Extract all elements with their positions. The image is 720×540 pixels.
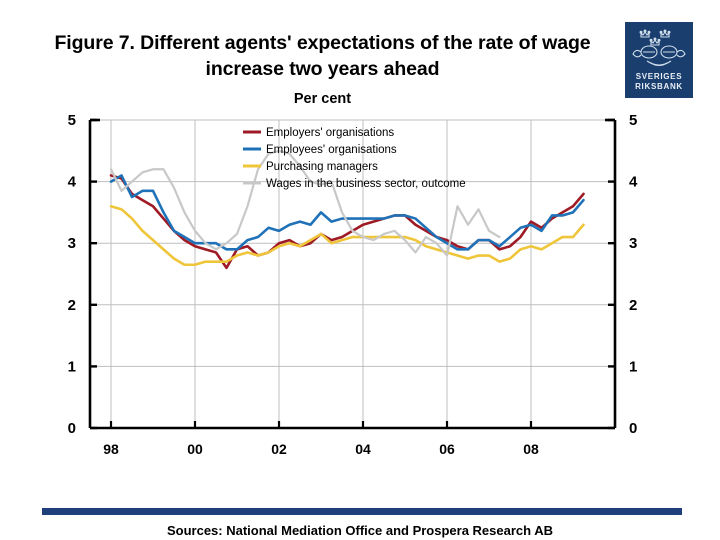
xtick-label: 06 [439, 441, 455, 457]
logo-line-1: SVERIGES [635, 72, 683, 81]
ytick-label-left: 4 [68, 174, 77, 191]
axis-layer [88, 118, 617, 430]
legend-label-1: Employees' organisations [266, 144, 397, 156]
logo-line-2: RIKSBANK [635, 82, 683, 91]
legend-label-2: Purchasing managers [266, 161, 378, 173]
ytick-label-left: 0 [68, 420, 76, 437]
page-title: Figure 7. Different agents' expectations… [54, 32, 591, 81]
sources-note: Sources: National Mediation Office and P… [166, 523, 553, 538]
ytick-label-right: 1 [629, 358, 637, 375]
ytick-label-right: 5 [629, 112, 637, 129]
footer-divider [42, 508, 682, 515]
series-line-3 [109, 149, 501, 257]
legend-label-0: Employers' organisations [266, 127, 394, 139]
sveriges-riksbank-logo: SVERIGES RIKSBANK [625, 22, 693, 98]
ytick-label-left: 5 [68, 112, 76, 129]
ytick-label-right: 4 [629, 174, 638, 191]
slide-header: Figure 7. Different agents' expectations… [0, 0, 720, 110]
riksbank-crest-icon [632, 29, 686, 67]
legend-label-3: Wages in the business sector, outcome [266, 178, 466, 190]
chart-subtitle: Per cent [293, 91, 352, 107]
ytick-label-right: 0 [629, 420, 637, 437]
data-series-layer [109, 149, 585, 270]
line-chart: 0 0 1 1 2 2 3 3 4 4 5 5 98 00 02 04 06 08 Employers' orga… [0, 108, 720, 468]
ytick-label-right: 3 [629, 235, 637, 252]
xtick-label: 08 [523, 441, 539, 457]
series-line-2 [109, 204, 585, 267]
chart-legend: Employers' organisations Employees' organ… [243, 127, 466, 190]
tick-labels: 0 01 12 23 34 45 598 00 02 04 06 08 [68, 112, 638, 457]
slide-footer: Sources: National Mediation Office and P… [0, 468, 720, 540]
chart-canvas: 0 01 12 23 34 45 598 00 02 04 06 08 Employers' orga… [68, 112, 638, 457]
xtick-label: 00 [187, 441, 203, 457]
ytick-label-left: 3 [68, 235, 76, 252]
xtick-label: 02 [271, 441, 287, 457]
ytick-label-left: 2 [68, 297, 76, 314]
logo-wordmark: SVERIGES RIKSBANK [625, 72, 693, 92]
ytick-label-left: 1 [68, 358, 76, 375]
xtick-label: 98 [103, 441, 119, 457]
ytick-label-right: 2 [629, 297, 637, 314]
grid-lines [90, 119, 615, 429]
series-line-0 [109, 174, 585, 270]
xtick-label: 04 [355, 441, 371, 457]
series-line-1 [109, 174, 585, 251]
